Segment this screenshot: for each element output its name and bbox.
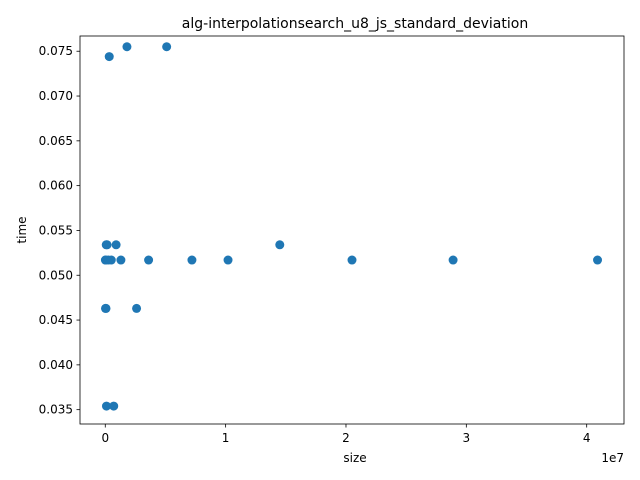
data-point	[162, 42, 172, 52]
y-tick-label: 0.075	[39, 44, 73, 58]
y-tick-label: 0.050	[39, 268, 73, 282]
x-axis-label: size	[343, 451, 366, 465]
data-point	[106, 255, 116, 265]
data-point	[102, 240, 112, 250]
y-tick-label: 0.060	[39, 179, 73, 193]
y-axis-ticks: 0.035 0.040 0.045 0.050 0.055 0.060 0.065 0.070…	[39, 44, 80, 417]
plot-frame	[79, 35, 625, 425]
y-tick-label: 0.035	[39, 403, 73, 417]
y-tick-label: 0.040	[39, 358, 73, 372]
y-axis-label: time	[15, 216, 29, 243]
data-point	[223, 255, 233, 265]
x-tick-label: 2	[342, 431, 350, 445]
data-point	[101, 401, 111, 411]
data-point	[144, 255, 154, 265]
x-tick-label: 4	[583, 431, 591, 445]
x-tick-label: 3	[463, 431, 471, 445]
chart-title: alg-interpolationsearch_u8_js_standard_d…	[182, 16, 528, 32]
x-tick-label: 0	[101, 431, 109, 445]
plot-area	[79, 35, 625, 425]
data-point	[347, 255, 357, 265]
y-tick-label: 0.070	[39, 89, 73, 103]
data-point	[187, 255, 197, 265]
x-axis-ticks: 0 1 2 3 4	[101, 424, 591, 445]
data-point	[116, 255, 126, 265]
x-axis-offset-label: 1e7	[601, 451, 624, 465]
data-point	[122, 42, 132, 52]
x-tick-label: 1	[222, 431, 230, 445]
data-points	[100, 42, 603, 411]
data-point	[448, 255, 458, 265]
data-point	[101, 303, 111, 313]
y-tick-label: 0.045	[39, 313, 73, 327]
data-point	[104, 52, 114, 62]
data-point	[111, 240, 121, 250]
y-tick-label: 0.055	[39, 223, 73, 237]
data-point	[275, 240, 285, 250]
data-point	[109, 401, 119, 411]
y-tick-label: 0.065	[39, 134, 73, 148]
data-point	[593, 255, 603, 265]
data-point	[132, 303, 142, 313]
